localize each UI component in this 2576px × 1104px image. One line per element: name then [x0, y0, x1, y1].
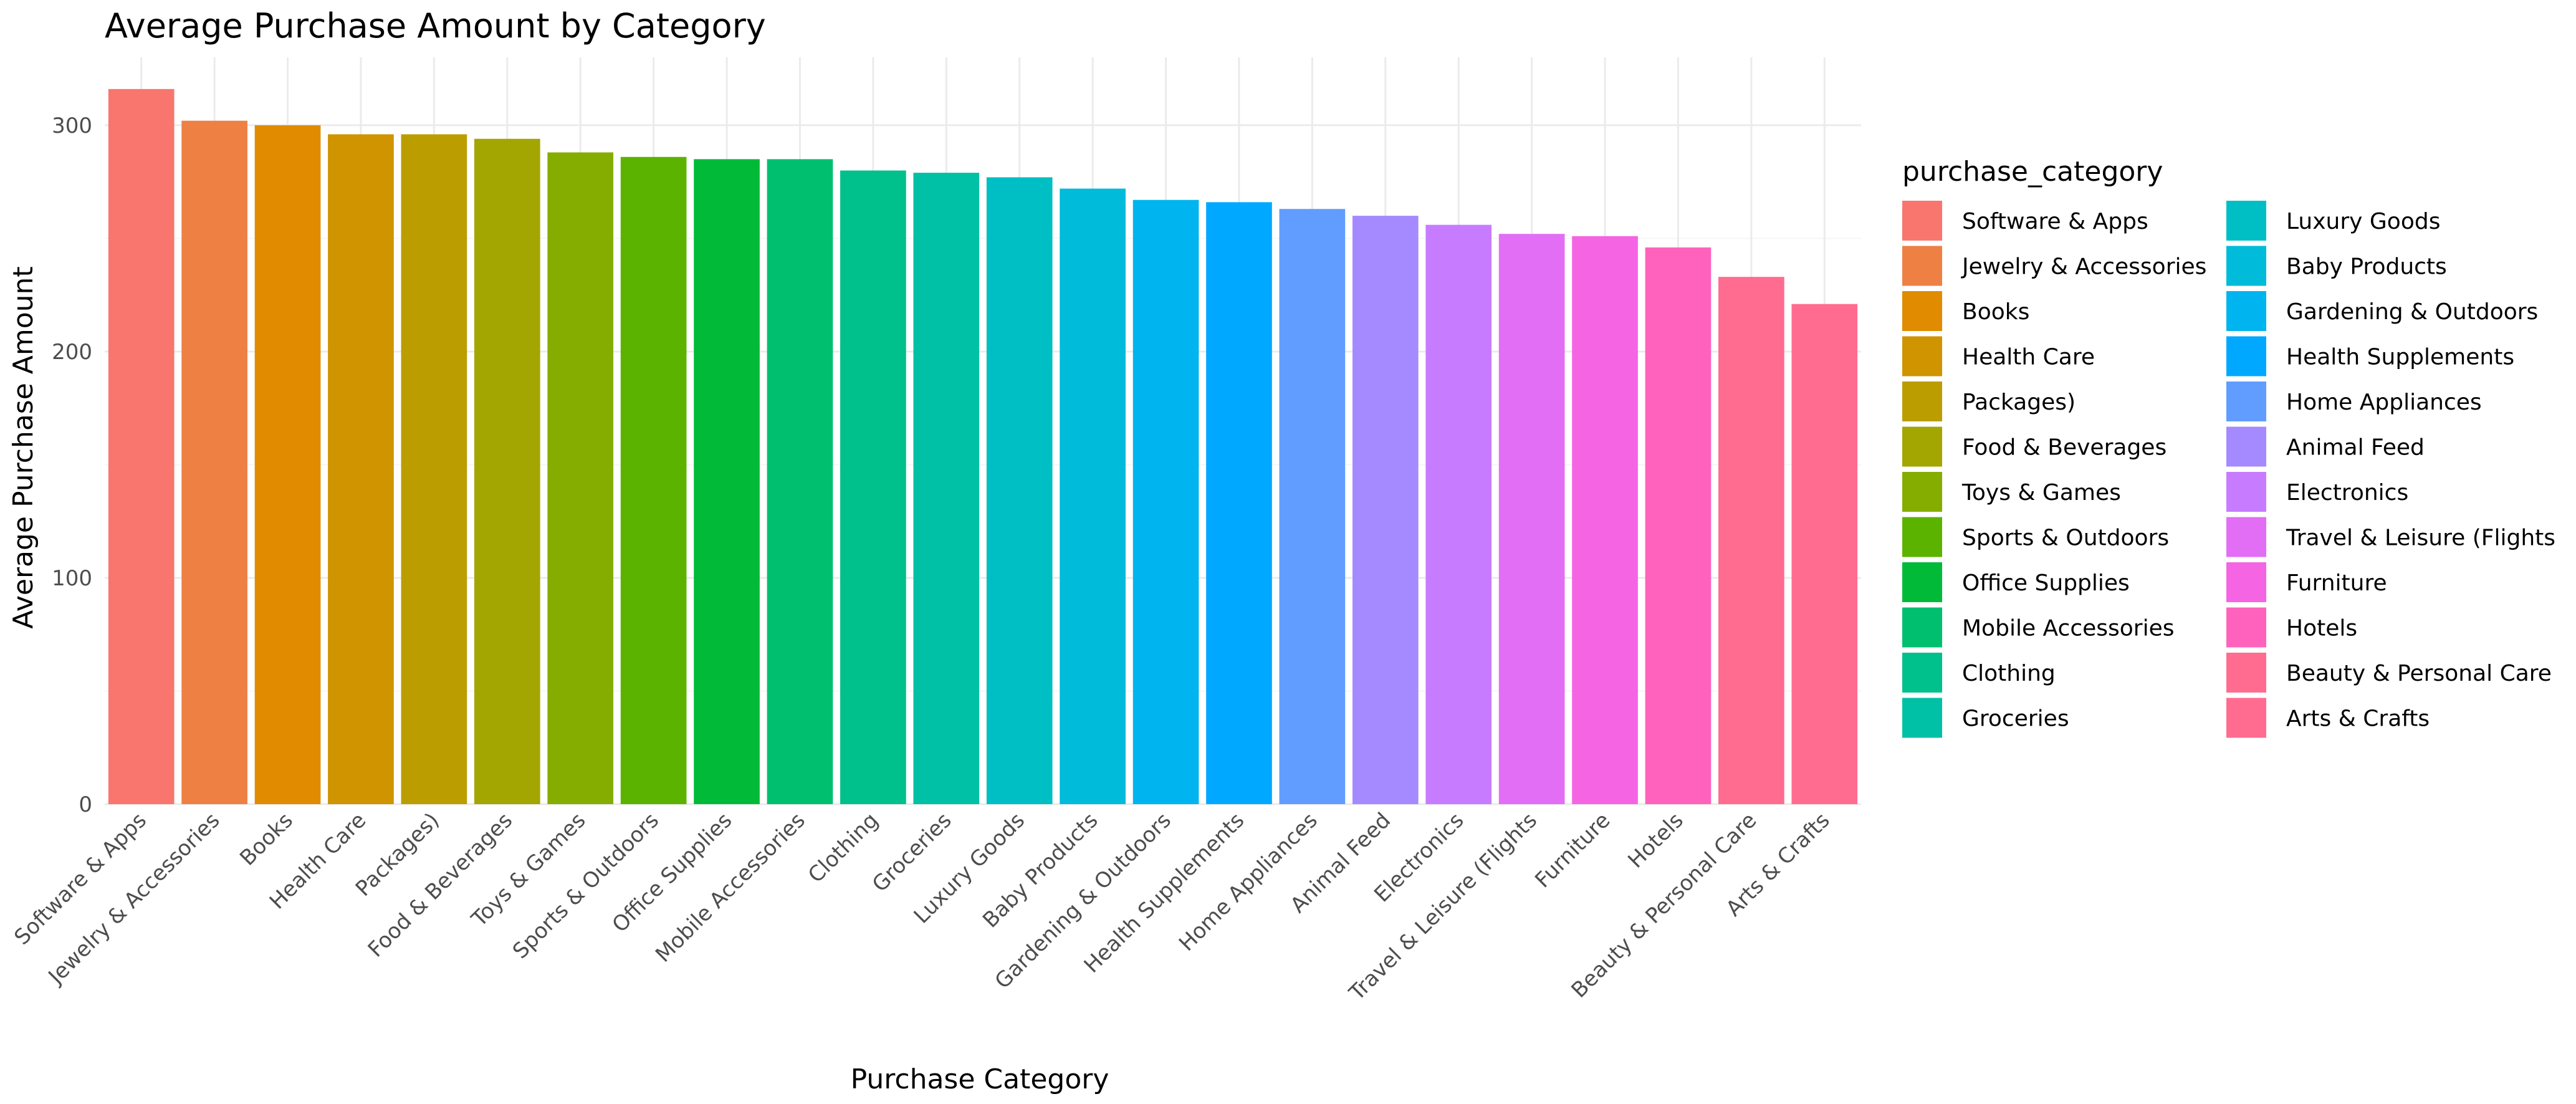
bar [181, 120, 247, 805]
legend-key [2226, 562, 2266, 602]
legend-label: Software & Apps [1962, 209, 2148, 234]
bar [986, 177, 1053, 804]
legend-label: Animal Feed [2286, 435, 2425, 461]
bar [547, 152, 614, 804]
legend-key [2226, 517, 2266, 557]
legend-label: Hotels [2286, 616, 2357, 641]
legend-key [2226, 698, 2266, 738]
bar [840, 170, 906, 804]
legend-label: Beauty & Personal Care [2286, 661, 2552, 686]
bar [328, 134, 394, 804]
legend-label: Mobile Accessories [1962, 616, 2175, 641]
x-tick-label: Hotels [1623, 808, 1688, 873]
legend-key [1902, 201, 1942, 241]
x-tick-label: Sports & Outdoors [508, 808, 664, 964]
legend-label: Office Supplies [1962, 570, 2130, 596]
x-axis-title: Purchase Category [851, 1063, 1109, 1095]
y-axis-ticks: 0 100 200 300 [52, 113, 92, 817]
y-axis-title: Average Purchase Amount [7, 266, 39, 628]
legend-label: Luxury Goods [2286, 209, 2440, 234]
legend-label: Food & Beverages [1962, 435, 2167, 461]
bar [1498, 234, 1565, 804]
legend-key [2226, 246, 2266, 286]
legend-key [2226, 607, 2266, 648]
legend-key [1902, 562, 1942, 602]
legend-label: Health Supplements [2286, 345, 2514, 370]
bar [620, 156, 687, 804]
legend-key [1902, 291, 1942, 331]
legend-label: Packages) [1962, 390, 2076, 415]
legend-key [1902, 472, 1942, 512]
legend-key [2226, 336, 2266, 377]
bar [1060, 188, 1126, 804]
legend-key [2226, 653, 2266, 693]
legend-label: Arts & Crafts [2286, 706, 2430, 732]
legend-key [2226, 201, 2266, 241]
legend-key [1902, 607, 1942, 648]
legend-label: Sports & Outdoors [1962, 526, 2169, 551]
legend-label: Electronics [2286, 480, 2408, 506]
legend-key [1902, 698, 1942, 738]
legend-key [1902, 653, 1942, 693]
chart-title: Average Purchase Amount by Category [105, 6, 766, 46]
legend-label: Home Appliances [2286, 390, 2482, 415]
legend-label: Toys & Games [1961, 480, 2121, 506]
legend-label: Baby Products [2286, 254, 2447, 280]
x-tick-label: Food & Beverages [363, 808, 517, 962]
legend-label: Furniture [2286, 570, 2387, 596]
legend-label: Groceries [1962, 706, 2069, 732]
legend-key [2226, 426, 2266, 467]
legend-label: Health Care [1962, 345, 2095, 370]
x-tick-label: Furniture [1530, 808, 1615, 893]
bar [913, 173, 980, 804]
x-tick-label: Books [235, 808, 298, 871]
bar [1718, 277, 1784, 804]
bar [108, 89, 175, 805]
x-tick-label: Software & Apps [9, 808, 151, 950]
y-tick-label: 300 [52, 113, 92, 138]
legend-label: Travel & Leisure (Flights [2286, 526, 2555, 551]
bar [767, 159, 833, 804]
legend-key [2226, 291, 2266, 331]
bar [1352, 216, 1419, 804]
legend-key [1902, 382, 1942, 421]
legend: purchase_category Software & Apps Jewelry… [1902, 156, 2555, 738]
legend-key [1902, 426, 1942, 467]
legend-title: purchase_category [1902, 156, 2163, 188]
bar [401, 134, 467, 804]
legend-label: Books [1962, 299, 2029, 325]
bar [1279, 209, 1346, 804]
legend-key [1902, 246, 1942, 286]
bar [254, 125, 321, 805]
y-tick-label: 200 [52, 340, 92, 365]
bars [108, 89, 1858, 805]
legend-label: Jewelry & Accessories [1961, 254, 2206, 280]
legend-key [1902, 517, 1942, 557]
legend-key [1902, 336, 1942, 377]
bar [1425, 224, 1492, 804]
y-tick-label: 100 [52, 566, 92, 591]
bar [1132, 199, 1199, 804]
legend-key [2226, 382, 2266, 421]
bar [1645, 247, 1712, 805]
bar [1206, 202, 1272, 805]
bar [694, 159, 760, 804]
x-tick-label: Home Appliances [1174, 808, 1323, 956]
y-tick-label: 0 [79, 792, 92, 817]
bar [1791, 304, 1858, 805]
bar [1572, 236, 1638, 804]
legend-label: Clothing [1962, 661, 2056, 686]
legend-label: Gardening & Outdoors [2286, 299, 2538, 325]
legend-key [2226, 472, 2266, 512]
bar [474, 138, 540, 804]
